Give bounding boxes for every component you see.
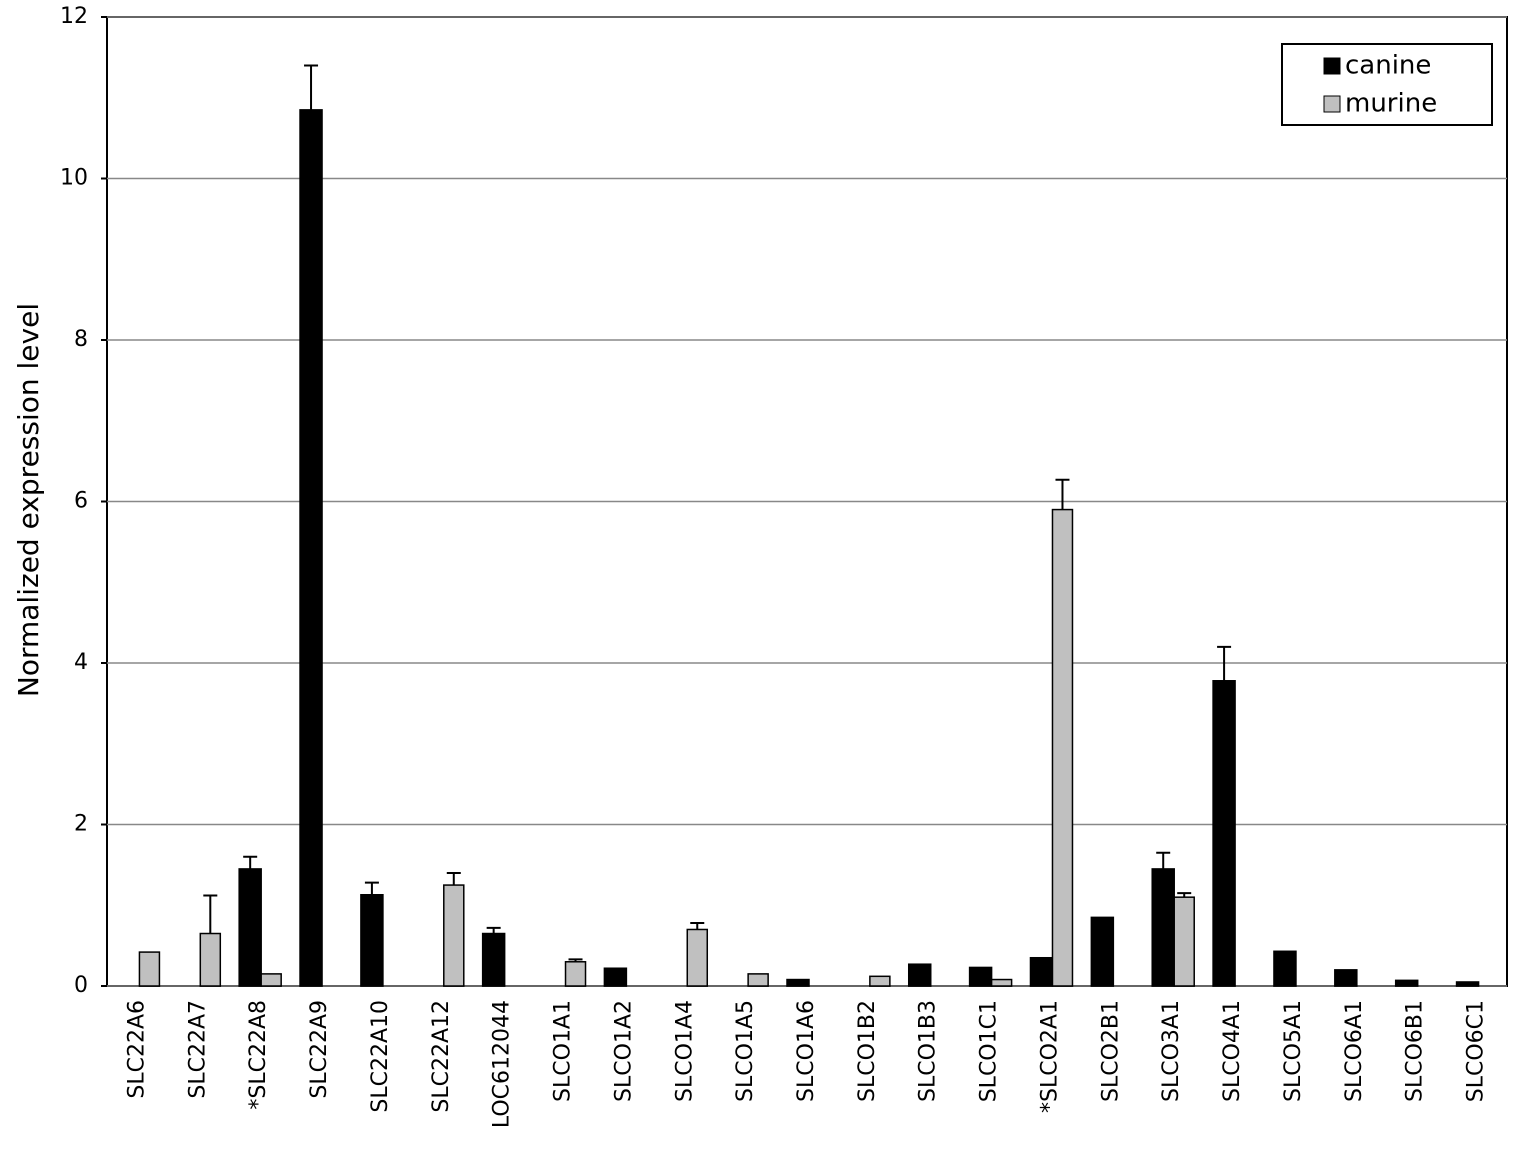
bar bbox=[443, 884, 465, 987]
x-tick-label: SLCO5A1 bbox=[1281, 1000, 1306, 1102]
bar bbox=[138, 951, 161, 987]
x-tick-label: SLCO1C1 bbox=[977, 1000, 1002, 1102]
error-bar bbox=[1156, 851, 1171, 869]
bar bbox=[968, 966, 993, 987]
y-tick-label: 0 bbox=[74, 973, 88, 998]
legend-box bbox=[1281, 43, 1493, 126]
x-tick-label: SLCO6A1 bbox=[1342, 1000, 1367, 1102]
x-tick-label: SLCO6B1 bbox=[1403, 1000, 1428, 1102]
bar bbox=[1334, 969, 1358, 987]
bar bbox=[1394, 979, 1419, 987]
x-tick-label: SLCO1A6 bbox=[794, 1000, 819, 1102]
x-tick-label: SLCO3A1 bbox=[1159, 1000, 1184, 1102]
y-tick-label: 4 bbox=[74, 650, 88, 675]
x-tick-label: SLC22A10 bbox=[368, 1000, 393, 1113]
y-tick-label: 12 bbox=[60, 4, 88, 29]
bar bbox=[747, 973, 769, 987]
x-tick-label: SLC22A12 bbox=[429, 1000, 454, 1113]
error-bar bbox=[304, 64, 319, 110]
bar bbox=[360, 894, 384, 987]
bar bbox=[1455, 981, 1480, 987]
bar bbox=[869, 975, 891, 987]
bar bbox=[1173, 896, 1195, 987]
bar bbox=[1090, 916, 1115, 987]
error-bar bbox=[1055, 478, 1070, 510]
y-tick-label: 10 bbox=[60, 166, 88, 191]
legend-swatch bbox=[1323, 95, 1341, 113]
x-tick-label: SLCO1A1 bbox=[551, 1000, 576, 1102]
y-axis-title: Normalized expression level bbox=[12, 303, 45, 697]
legend-swatch bbox=[1323, 57, 1341, 75]
x-tick-label: SLCO1A2 bbox=[611, 1000, 636, 1102]
x-tick-label: SLC22A7 bbox=[185, 1000, 210, 1099]
y-tick-label: 6 bbox=[74, 489, 88, 514]
error-bar bbox=[243, 855, 258, 869]
error-bar bbox=[568, 958, 583, 962]
bar bbox=[1212, 680, 1236, 987]
bar bbox=[299, 109, 323, 987]
error-bar bbox=[1217, 645, 1232, 681]
bar bbox=[1029, 956, 1054, 987]
bar bbox=[786, 978, 810, 987]
error-bar bbox=[690, 922, 705, 930]
legend-label: murine bbox=[1345, 89, 1437, 119]
error-bar bbox=[1177, 892, 1192, 898]
bar bbox=[199, 932, 222, 987]
bar bbox=[564, 961, 587, 987]
error-bar bbox=[446, 871, 461, 886]
bar bbox=[1051, 508, 1074, 987]
bar bbox=[1151, 868, 1175, 987]
bar bbox=[686, 928, 709, 987]
bar bbox=[603, 967, 628, 987]
x-tick-label: SLCO1B2 bbox=[855, 1000, 880, 1102]
legend-label: canine bbox=[1345, 51, 1431, 81]
y-tick-label: 2 bbox=[74, 812, 88, 837]
x-tick-label: SLCO1A5 bbox=[733, 1000, 758, 1102]
x-tick-label: SLC22A9 bbox=[307, 1000, 332, 1099]
x-tick-label: SLCO1B3 bbox=[916, 1000, 941, 1102]
x-tick-label: SLCO4A1 bbox=[1220, 1000, 1245, 1102]
y-tick-label: 8 bbox=[74, 327, 88, 352]
x-tick-label: SLC22A6 bbox=[124, 1000, 149, 1099]
error-bar bbox=[486, 926, 501, 934]
bar bbox=[481, 932, 506, 987]
bar bbox=[1273, 950, 1297, 987]
error-bar bbox=[203, 894, 218, 934]
bar bbox=[990, 978, 1013, 987]
x-tick-label: SLCO6C1 bbox=[1464, 1000, 1489, 1102]
bar bbox=[238, 868, 262, 987]
bar bbox=[907, 963, 932, 987]
x-tick-label: SLCO1A4 bbox=[672, 1000, 697, 1102]
x-tick-label: *SLCO2A1 bbox=[1037, 1000, 1062, 1113]
error-bar bbox=[364, 881, 379, 895]
bar bbox=[260, 973, 282, 987]
x-tick-label: *SLC22A8 bbox=[246, 1000, 271, 1110]
x-tick-label: LOC612044 bbox=[490, 1000, 515, 1128]
x-tick-label: SLCO2B1 bbox=[1098, 1000, 1123, 1102]
